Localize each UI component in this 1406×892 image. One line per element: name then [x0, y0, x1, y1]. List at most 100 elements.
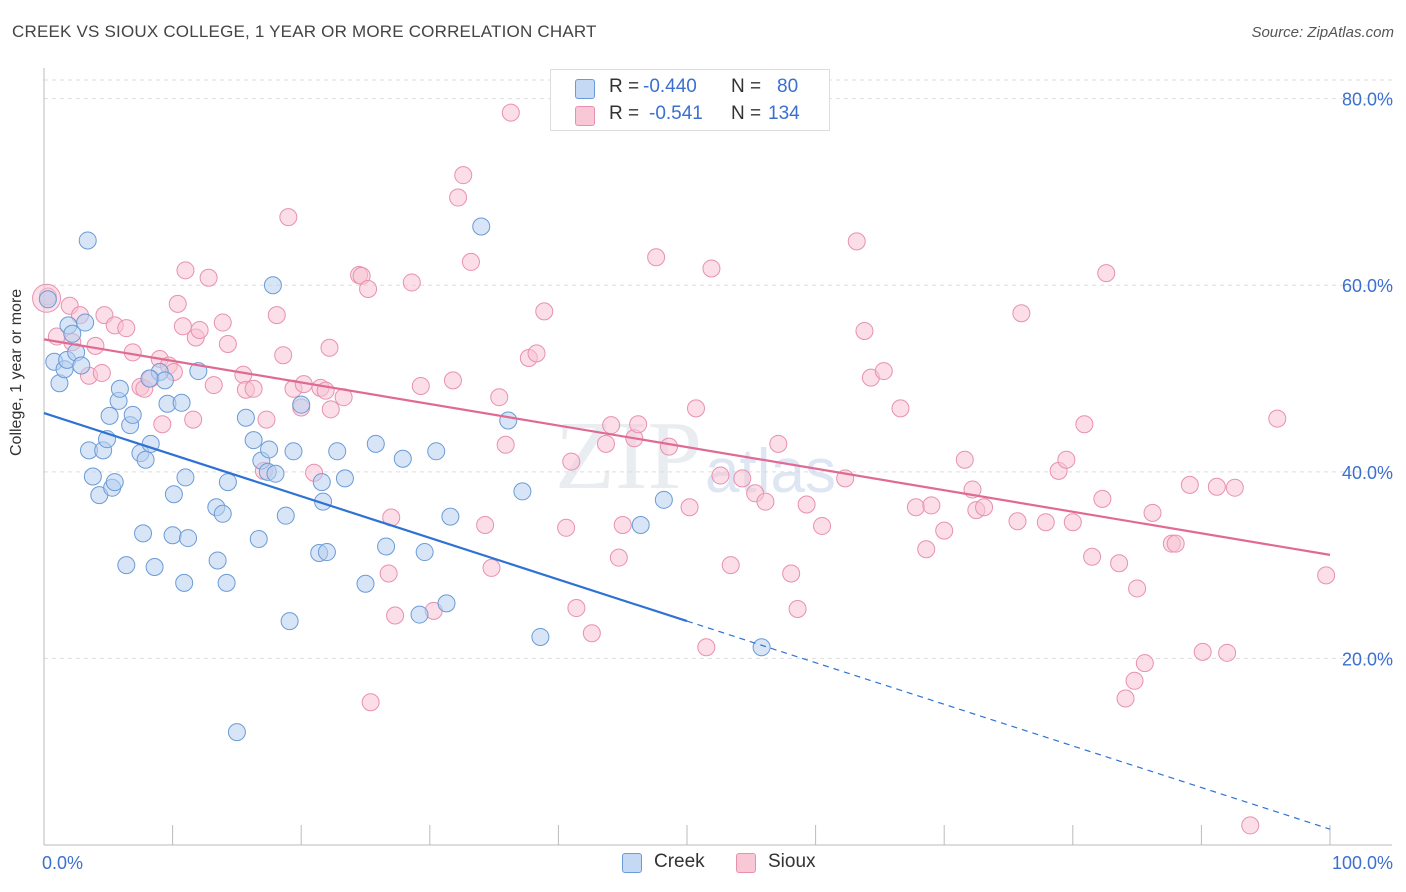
sioux-point — [582, 624, 601, 643]
sioux-point — [659, 437, 678, 456]
sioux-point — [596, 434, 615, 453]
sioux-point — [476, 516, 495, 535]
creek-swatch — [575, 79, 595, 99]
sioux-point — [1317, 566, 1336, 585]
sioux-point — [813, 516, 832, 535]
creek-legend-label: Creek — [654, 851, 705, 872]
sioux-point — [449, 188, 468, 207]
sioux-point — [609, 548, 628, 567]
sioux-point — [482, 558, 501, 577]
creek-point — [410, 605, 429, 624]
creek-point — [218, 473, 237, 492]
creek-point — [244, 431, 263, 450]
sioux-point — [769, 434, 788, 453]
sioux-point — [1125, 671, 1144, 690]
creek-point — [164, 485, 183, 504]
creek-point — [441, 507, 460, 526]
sioux-point — [891, 399, 910, 418]
creek-point — [335, 469, 354, 488]
sioux-point — [797, 495, 816, 514]
creek-point — [213, 504, 232, 523]
sioux-point — [1008, 512, 1027, 531]
sioux-point — [527, 344, 546, 363]
sioux-point — [501, 103, 520, 122]
sioux-point — [721, 556, 740, 575]
y-tick-label: 60.0% — [1342, 276, 1393, 296]
sioux-point — [702, 259, 721, 278]
sioux-point — [1241, 816, 1260, 835]
creek-point — [145, 557, 164, 576]
sioux-point — [1116, 689, 1135, 708]
sioux-trend-line — [43, 338, 1331, 556]
creek-point — [110, 379, 129, 398]
sioux-point — [320, 338, 339, 357]
sioux-point — [213, 313, 232, 332]
sioux-point — [490, 388, 509, 407]
sioux-point — [922, 496, 941, 515]
creek-point — [136, 450, 155, 469]
sioux-point — [153, 415, 172, 434]
creek-point — [472, 217, 491, 236]
creek-point — [752, 638, 771, 657]
sioux-point — [1063, 513, 1082, 532]
sioux-point — [402, 273, 421, 292]
sioux-point — [218, 335, 237, 354]
legend-n-value: 80 — [777, 76, 799, 97]
sioux-point — [687, 399, 706, 418]
sioux-point — [361, 693, 380, 712]
creek-point — [276, 506, 295, 525]
creek-point — [356, 574, 375, 593]
x-tick-label: 100.0% — [1332, 853, 1393, 873]
creek-point — [38, 290, 57, 309]
sioux-point — [184, 410, 203, 429]
creek-point — [260, 440, 279, 459]
creek-point — [76, 313, 95, 332]
sioux-point — [321, 400, 340, 419]
y-tick-label: 80.0% — [1342, 90, 1393, 110]
sioux-point — [1093, 489, 1112, 508]
sioux-point — [629, 415, 648, 434]
sioux-point — [697, 638, 716, 657]
creek-point — [83, 467, 102, 486]
chart-title: CREEK VS SIOUX COLLEGE, 1 YEAR OR MORE C… — [12, 22, 597, 41]
sioux-point — [168, 294, 187, 313]
creek-point — [631, 516, 650, 535]
sioux-legend-swatch — [736, 853, 756, 873]
sioux-point — [955, 450, 974, 469]
sioux-point — [117, 319, 136, 338]
sioux-point — [1218, 643, 1237, 662]
sioux-point — [92, 363, 111, 382]
sioux-point — [975, 498, 994, 517]
creek-point — [155, 371, 174, 390]
sioux-point — [411, 377, 430, 395]
creek-point — [263, 276, 282, 295]
creek-point — [377, 537, 396, 556]
legend-n-value: 134 — [768, 103, 800, 124]
legend-n-label: N = — [731, 103, 762, 124]
sioux-point — [1193, 642, 1212, 661]
creek-point — [366, 434, 385, 453]
sioux-point — [1012, 304, 1031, 323]
creek-point — [499, 411, 518, 430]
creek-point — [393, 449, 412, 468]
sioux-point — [917, 540, 936, 559]
sioux-point — [257, 410, 276, 429]
creek-point — [284, 442, 303, 461]
creek-point — [317, 543, 336, 562]
sioux-point — [1207, 477, 1226, 496]
sioux-point — [680, 498, 699, 517]
creek-point — [280, 612, 299, 631]
legend-r-label: R = — [609, 76, 640, 97]
sioux-point — [267, 306, 286, 325]
x-tick-label: 0.0% — [42, 853, 83, 873]
creek-point — [236, 408, 255, 427]
sioux-point — [562, 452, 581, 471]
sioux-point — [847, 232, 866, 251]
series-legend: Creek Sioux — [0, 850, 1406, 878]
sioux-point — [855, 321, 874, 340]
creek-point — [249, 530, 268, 548]
sioux-point — [1225, 478, 1244, 497]
creek-point — [176, 468, 195, 487]
source-label: Source: ZipAtlas.com — [1251, 24, 1394, 41]
sioux-point — [1097, 264, 1116, 283]
